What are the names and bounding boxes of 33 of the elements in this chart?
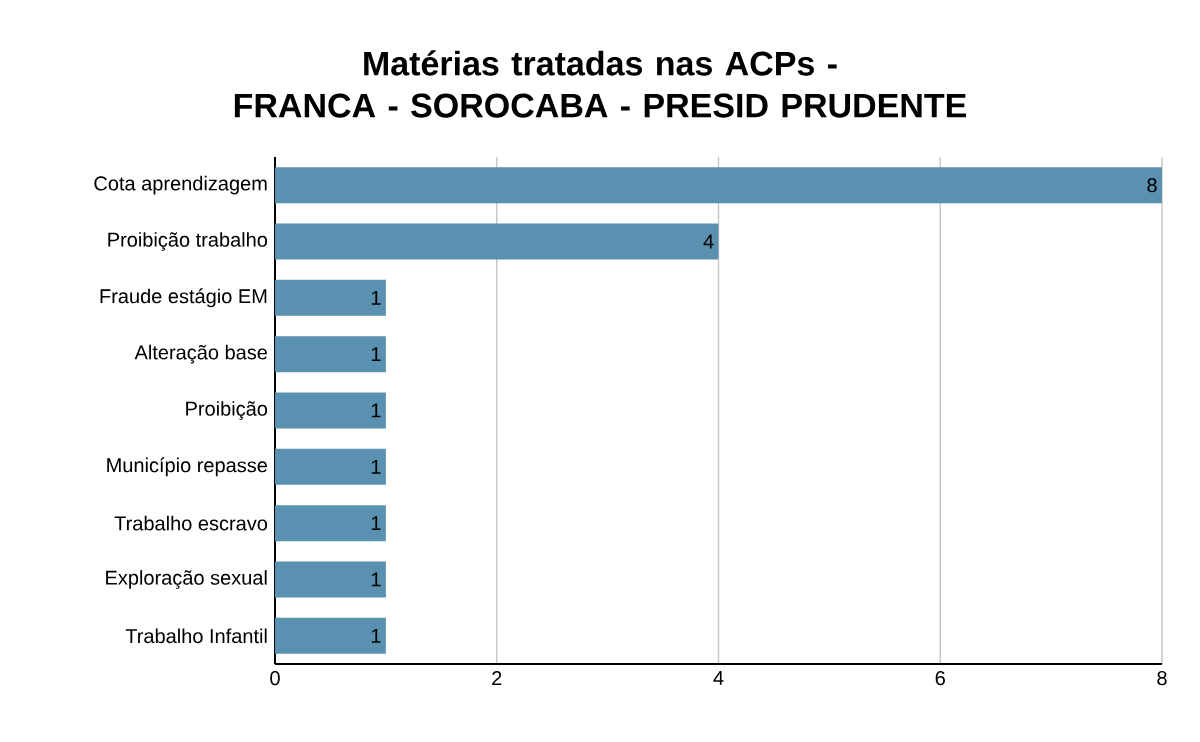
data-label: 1	[371, 572, 381, 587]
bar	[275, 448, 386, 485]
bar	[275, 167, 1162, 204]
x-tick-label: 6	[935, 671, 945, 686]
y-tick-label: Trabalho Infantil	[125, 628, 267, 644]
y-tick-label: Proibição	[186, 401, 268, 420]
x-tick-label: 0	[270, 671, 280, 686]
y-tick-label: Proibição trabalho	[108, 232, 268, 251]
bar	[275, 279, 386, 316]
bar	[275, 561, 386, 598]
bar	[275, 392, 386, 429]
bar	[275, 505, 386, 542]
x-tick-label: 4	[713, 671, 724, 685]
chart-title: Matérias tratadas nas ACPs - FRANCA - SOROCABA - PRESID PRUDENTE	[234, 50, 966, 118]
y-tick-label: Fraude estágio EM	[100, 288, 267, 308]
y-tick-label: Município repasse	[107, 457, 267, 477]
bar	[275, 223, 719, 260]
y-tick-label: Trabalho escravo	[114, 515, 268, 531]
y-tick-label: Alteração base	[134, 344, 267, 364]
data-label: 1	[371, 403, 381, 418]
bar	[275, 336, 386, 373]
data-label: 1	[371, 628, 381, 643]
data-label: 1	[371, 347, 381, 362]
data-label: 8	[1147, 178, 1157, 193]
y-tick-label: Exploração sexual	[106, 570, 267, 589]
x-tick-label: 8	[1157, 671, 1167, 686]
data-label: 1	[371, 459, 381, 474]
y-tick-label: Cota aprendizagem	[94, 175, 267, 195]
bar	[275, 617, 386, 654]
data-label: 1	[371, 290, 381, 305]
x-tick-label: 2	[492, 671, 502, 686]
data-label: 4	[703, 234, 714, 249]
data-label: 1	[371, 516, 381, 531]
